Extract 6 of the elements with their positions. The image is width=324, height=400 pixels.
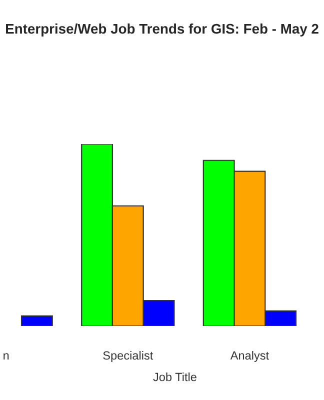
chart-title: Enterprise/Web Job Trends for GIS: Feb - May 2 — [6, 24, 318, 36]
x-axis-title: Job Title — [153, 372, 196, 382]
x-tick-label: Specialist — [103, 351, 154, 362]
x-tick-label: Analyst — [230, 351, 269, 362]
x-tick-label: n — [4, 353, 9, 360]
bar — [20, 315, 53, 326]
